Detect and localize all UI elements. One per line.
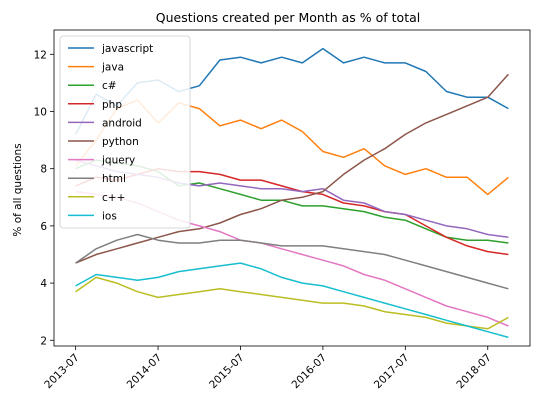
legend-label-jquery: jquery [101, 155, 135, 167]
legend-label-java: java [101, 62, 124, 74]
legend-label-c-: c++ [102, 192, 125, 204]
x-tick-label: 2016-07 [290, 352, 330, 392]
legend-box [59, 35, 191, 229]
series-line-python [75, 73, 509, 264]
legend: javascript java c# php android python jquery ht… [59, 35, 191, 229]
legend-label-html: html [102, 173, 126, 185]
series-line-c- [75, 276, 509, 330]
x-tick-label: 2013-07 [42, 352, 82, 392]
legend-label-php: php [102, 99, 122, 111]
y-tick-label: 8 [40, 164, 47, 176]
x-tick-label: 2015-07 [207, 352, 247, 392]
legend-label-c-: c# [102, 80, 117, 92]
y-axis-label: % of all questions [12, 143, 24, 236]
y-tick-label: 4 [40, 278, 47, 290]
plot-frame [53, 29, 531, 347]
plot-area: 2 4 6 8 10 12 2013-07 2014-07 2015-07 2016-07 2017… [34, 29, 531, 392]
series-line-ios [75, 262, 509, 339]
y-tick-label: 6 [40, 221, 47, 233]
y-tick-label: 12 [34, 49, 47, 61]
x-tick-label: 2017-07 [372, 352, 412, 392]
y-tick-label: 2 [40, 335, 47, 347]
legend-label-android: android [102, 117, 142, 129]
legend-label-python: python [102, 136, 139, 148]
y-tick-label: 10 [34, 107, 47, 119]
legend-label-ios: ios [102, 210, 117, 222]
chart-title: Questions created per Month as % of tota… [156, 10, 420, 25]
x-tick-label: 2014-07 [125, 352, 165, 392]
legend-label-javascript: javascript [101, 43, 153, 55]
series-line-html [75, 233, 509, 290]
x-tick-label: 2018-07 [454, 352, 494, 392]
